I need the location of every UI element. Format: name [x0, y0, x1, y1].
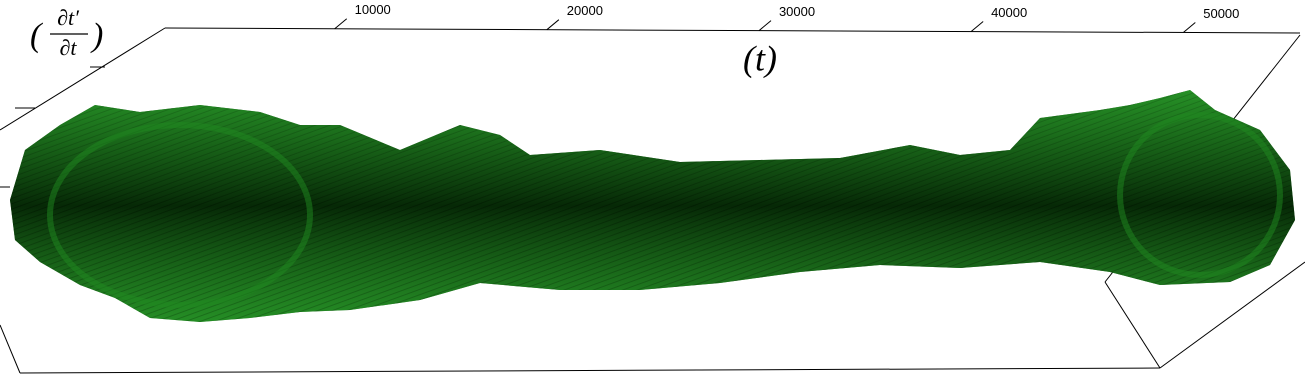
x-tick: [546, 19, 560, 31]
y-label-denominator: ∂t: [60, 35, 78, 60]
y-axis-label: ( ∂t′ ∂t ): [30, 5, 103, 60]
paren: (: [30, 17, 44, 54]
x-tick-label: 20000: [567, 3, 603, 18]
x-tick-label: 40000: [991, 5, 1027, 20]
x-tick-label: 30000: [779, 4, 815, 19]
surface-shade: [10, 90, 1295, 322]
axes-box: [0, 27, 1305, 374]
x-tick-label: 50000: [1203, 6, 1239, 21]
x-tick: [334, 18, 348, 30]
y-label-numerator: ∂t′: [57, 5, 80, 30]
surface-highlight: [47, 122, 313, 308]
x-tick: [758, 20, 772, 32]
x-tick: [970, 21, 984, 32]
surface-highlight: [1117, 112, 1283, 278]
x-tick-label: 10000: [355, 2, 391, 17]
paren: ): [90, 17, 103, 54]
x-tick: [1182, 22, 1196, 33]
surface: [10, 90, 1295, 322]
x-axis-label: (t): [743, 38, 777, 78]
